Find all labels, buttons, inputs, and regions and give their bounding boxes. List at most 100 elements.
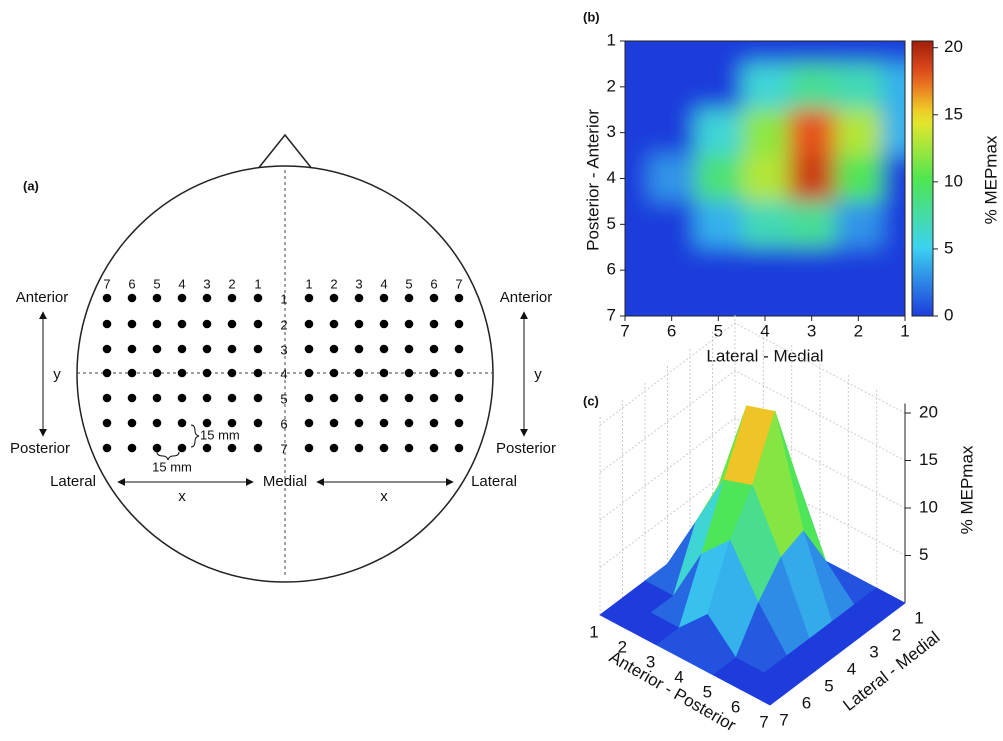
electrode (254, 419, 263, 428)
heat-cell (648, 155, 696, 202)
column-label: 3 (355, 276, 362, 291)
electrode (330, 320, 339, 329)
x-tick-label: 3 (646, 652, 655, 671)
electrode (330, 294, 339, 303)
electrode (128, 320, 137, 329)
electrode (455, 419, 464, 428)
electrode (153, 419, 162, 428)
y-tick-label: 2 (607, 76, 616, 95)
electrode (178, 394, 187, 403)
heat-cell (835, 201, 883, 248)
electrode (128, 369, 137, 378)
electrode (380, 369, 389, 378)
y-tick-label: 7 (607, 305, 616, 324)
x-axis-label: Lateral - Medial (706, 346, 823, 365)
electrode (405, 444, 414, 453)
row-label: 5 (280, 391, 287, 406)
posterior-label: Posterior (496, 440, 556, 457)
y-tick-label: 5 (824, 676, 833, 695)
heatmap-panel: (b) Lateral - Medial Posterior - Anterio… (583, 9, 1000, 365)
electrode (355, 444, 364, 453)
heat-cell (695, 109, 743, 156)
y-tick-label: 6 (802, 693, 811, 712)
electrode (430, 419, 439, 428)
heat-cell (695, 201, 743, 248)
electrode (430, 320, 439, 329)
x-label: x (178, 488, 186, 505)
surface-panel: (c) % MEPmax Anterior - Posterior Latera… (583, 314, 976, 736)
y-label: y (534, 366, 542, 383)
electrode (405, 419, 414, 428)
electrode (330, 369, 339, 378)
electrode (330, 345, 339, 354)
electrode (305, 369, 314, 378)
electrode (178, 345, 187, 354)
colorbar-label: % MEPmax (981, 135, 1000, 224)
colorbar-tick-label: 15 (944, 104, 963, 123)
electrode (203, 345, 212, 354)
electrode (103, 394, 112, 403)
y-tick-label: 1 (607, 30, 616, 49)
electrode (380, 345, 389, 354)
posterior-label: Posterior (10, 440, 70, 457)
electrode (355, 419, 364, 428)
electrode (128, 394, 137, 403)
heat-cell (695, 63, 743, 110)
spacing-label: 15 mm (200, 427, 240, 442)
electrode (254, 369, 263, 378)
electrode (203, 444, 212, 453)
row-label: 2 (280, 317, 287, 332)
electrode (305, 320, 314, 329)
heat-cell (741, 109, 789, 156)
electrode (103, 369, 112, 378)
electrode (153, 294, 162, 303)
heat-cell (835, 63, 883, 110)
electrode (455, 394, 464, 403)
row-label: 6 (280, 416, 287, 431)
column-label: 6 (430, 276, 437, 291)
electrode (405, 320, 414, 329)
electrode (153, 345, 162, 354)
electrode (203, 419, 212, 428)
heat-cell (788, 201, 836, 248)
electrode (254, 394, 263, 403)
anterior-label: Anterior (500, 289, 553, 306)
heat-cell (788, 247, 836, 294)
column-label: 4 (178, 276, 185, 291)
column-label: 5 (153, 276, 160, 291)
colorbar (912, 41, 933, 316)
electrode (380, 294, 389, 303)
electrode (103, 419, 112, 428)
electrode (228, 345, 237, 354)
x-tick-label: 7 (759, 712, 768, 731)
heat-cell (741, 63, 789, 110)
panel-label: (a) (23, 178, 39, 193)
electrode (254, 320, 263, 329)
electrode (305, 345, 314, 354)
electrode (254, 345, 263, 354)
heat-cell (741, 155, 789, 202)
column-label: 3 (203, 276, 210, 291)
heat-cell (741, 247, 789, 294)
electrode (103, 294, 112, 303)
electrode (228, 320, 237, 329)
electrode (305, 444, 314, 453)
electrode (153, 444, 162, 453)
heat-cell (835, 247, 883, 294)
electrode (228, 369, 237, 378)
heat-cell (648, 247, 696, 294)
electrode (203, 294, 212, 303)
electrode (203, 394, 212, 403)
heat-cell (788, 109, 836, 156)
electrode (128, 294, 137, 303)
electrode (228, 419, 237, 428)
heat-cell (835, 109, 883, 156)
colorbar-tick-label: 5 (944, 238, 953, 257)
row-label: 1 (280, 291, 287, 306)
electrode (153, 320, 162, 329)
electrode (254, 444, 263, 453)
electrode (178, 444, 187, 453)
heat-cell (695, 155, 743, 202)
x-tick-label: 1 (589, 622, 598, 641)
heat-cell (788, 155, 836, 202)
